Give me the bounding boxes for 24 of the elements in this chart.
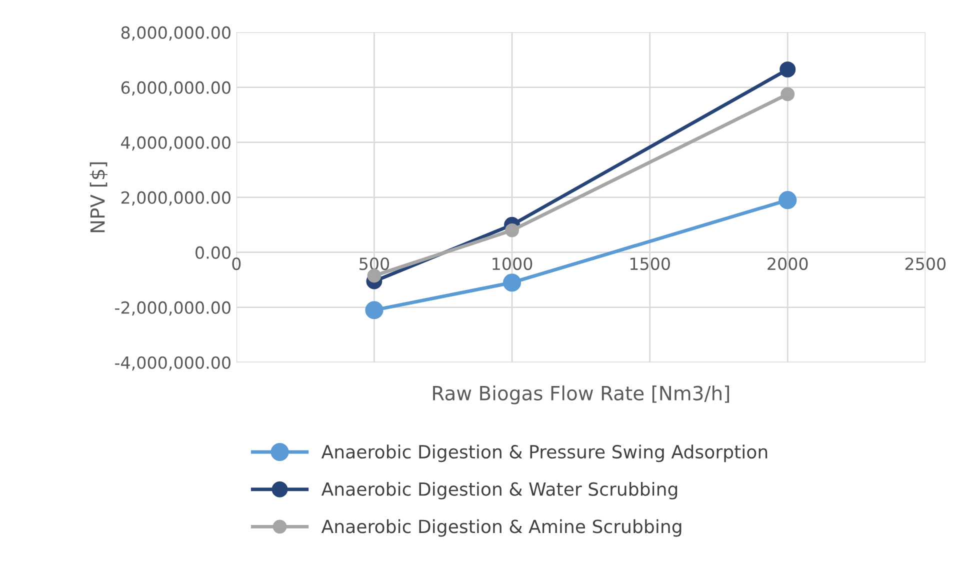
point bbox=[505, 223, 519, 238]
y-tick-label: 8,000,000.00 bbox=[121, 26, 230, 41]
x-tick-label: 1000 bbox=[492, 257, 532, 270]
legend-label: Anaerobic Digestion & Water Scrubbing bbox=[321, 482, 678, 500]
y-tick-label: -2,000,000.00 bbox=[115, 301, 230, 316]
point bbox=[778, 191, 797, 210]
point bbox=[780, 87, 795, 102]
y-axis-title: NPV [$] bbox=[90, 162, 108, 232]
y-tick-label: 4,000,000.00 bbox=[121, 136, 230, 151]
legend-label: Anaerobic Digestion & Pressure Swing Adsorption bbox=[321, 444, 768, 462]
point bbox=[780, 61, 796, 78]
legend-label: Anaerobic Digestion & Amine Scrubbing bbox=[321, 519, 682, 537]
point bbox=[503, 274, 522, 292]
x-tick-label: 2500 bbox=[905, 257, 946, 270]
y-tick-label: -4,000,000.00 bbox=[115, 356, 230, 371]
y-tick-label: 2,000,000.00 bbox=[121, 191, 230, 206]
x-axis-title: Raw Biogas Flow Rate [Nm3/h] bbox=[433, 385, 730, 404]
y-tick-label: 0.00 bbox=[196, 246, 230, 259]
point bbox=[365, 301, 384, 320]
x-tick-label: 2000 bbox=[768, 257, 808, 270]
y-tick-label: 6,000,000.00 bbox=[121, 81, 230, 96]
x-tick-label: 1500 bbox=[630, 257, 670, 270]
x-tick-label: 500 bbox=[360, 257, 390, 270]
x-tick-label: 0 bbox=[232, 257, 241, 270]
